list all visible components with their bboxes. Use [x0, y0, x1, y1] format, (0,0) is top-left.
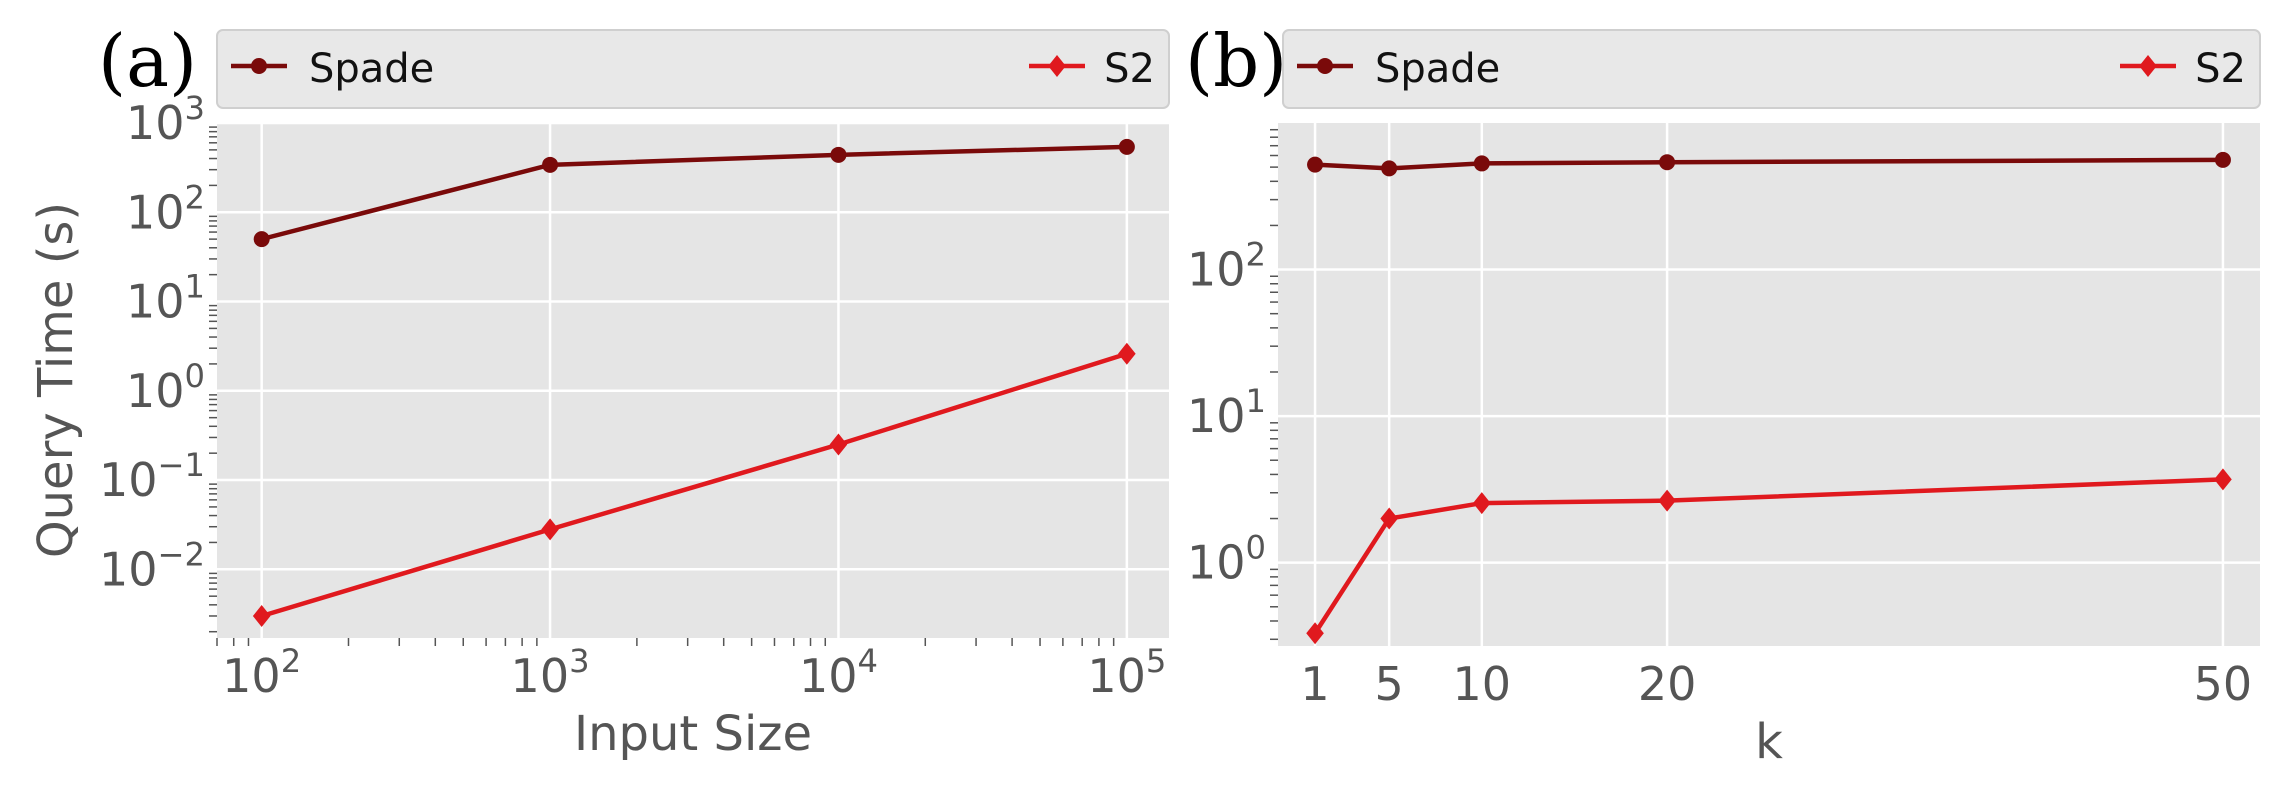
series-line-spade	[261, 144, 1127, 242]
panel-b-label: (b)	[1185, 19, 1287, 103]
legend-label-s2: S2	[1104, 46, 1155, 92]
x-tick-label: 20	[1638, 657, 1697, 711]
data-point-spade	[2214, 151, 2231, 168]
data-point-s2	[252, 604, 271, 627]
panel-b-legend: Spade S2	[1297, 46, 2246, 92]
x-tick-label: 104	[799, 642, 878, 703]
panel-a-x-tick-labels: 102 103 104 105	[222, 642, 1166, 703]
panel-a-legend: Spade S2	[231, 46, 1155, 92]
data-point-s2	[1658, 489, 1676, 512]
y-tick-label: 101	[1187, 382, 1266, 443]
panel-a-series	[252, 138, 1136, 627]
y-tick-label: 10−1	[99, 446, 205, 507]
panel-b-x-axis-label: k	[1755, 714, 1783, 770]
panel-a-plot-area	[217, 123, 1169, 638]
series-line-s2	[261, 351, 1128, 619]
panel-b-x-tick-labels: 1 5 10 20 50	[1300, 657, 2252, 711]
panel-b-y-tick-labels: 100 101 102	[1187, 236, 1266, 590]
panel-b-minor-ticks	[1270, 128, 1278, 641]
data-point-s2	[1380, 507, 1398, 530]
x-tick-label: 1	[1300, 657, 1329, 711]
panel-b: (b) Spade S2 1 5 10 20 50 100 101 102 k	[1185, 19, 2261, 770]
panel-a-minor-ticks	[209, 126, 1115, 646]
data-point-s2	[1118, 342, 1136, 365]
data-point-spade	[830, 146, 847, 163]
y-tick-label: 100	[126, 357, 205, 418]
data-point-s2	[541, 518, 559, 541]
legend-marker-s2	[1048, 55, 1066, 77]
legend-label-s2: S2	[2195, 46, 2246, 92]
panel-b-grid	[1278, 123, 2260, 646]
legend-label-spade: Spade	[1375, 46, 1500, 92]
panel-a-grid	[217, 121, 1169, 638]
panel-a-legend-box	[216, 29, 1170, 109]
x-tick-label: 102	[222, 642, 301, 703]
x-tick-label: 10	[1453, 657, 1512, 711]
x-tick-label: 5	[1375, 657, 1404, 711]
data-point-spade	[1118, 138, 1135, 155]
y-tick-label: 103	[126, 89, 205, 150]
x-tick-label: 105	[1087, 642, 1166, 703]
panel-b-legend-box	[1282, 29, 2261, 109]
panel-a-y-tick-labels: 10−2 10−1 100 101 102 103	[99, 89, 205, 596]
legend-marker-spade	[251, 58, 267, 74]
panel-b-series	[1306, 151, 2232, 645]
data-point-spade	[1381, 160, 1398, 177]
panel-a: (a) Spade S2 102 103 104 105 10−210−11001011…	[28, 19, 1170, 762]
panel-a-x-axis-label: Input Size	[574, 706, 812, 762]
y-tick-label: 102	[1187, 236, 1266, 297]
y-tick-label: 101	[126, 268, 205, 329]
legend-marker-s2	[2139, 55, 2157, 77]
data-point-s2	[1473, 492, 1491, 515]
data-point-s2	[1306, 622, 1324, 645]
panel-a-y-axis-label: Query Time (s)	[28, 202, 84, 558]
data-point-spade	[1659, 154, 1676, 171]
data-point-spade	[253, 231, 270, 248]
panel-a-label: (a)	[98, 19, 197, 103]
y-tick-label: 10−2	[99, 535, 205, 596]
y-tick-label: 102	[126, 178, 205, 239]
x-tick-label: 50	[2194, 657, 2253, 711]
x-tick-label: 103	[511, 642, 590, 703]
data-point-s2	[829, 433, 848, 456]
data-point-spade	[1307, 156, 1324, 173]
panel-b-plot-area	[1278, 123, 2260, 646]
data-point-spade	[1473, 155, 1490, 172]
y-tick-label: 100	[1187, 529, 1266, 590]
data-point-s2	[2214, 468, 2232, 491]
legend-marker-spade	[1317, 58, 1333, 74]
data-point-spade	[542, 156, 559, 173]
legend-label-spade: Spade	[309, 46, 434, 92]
